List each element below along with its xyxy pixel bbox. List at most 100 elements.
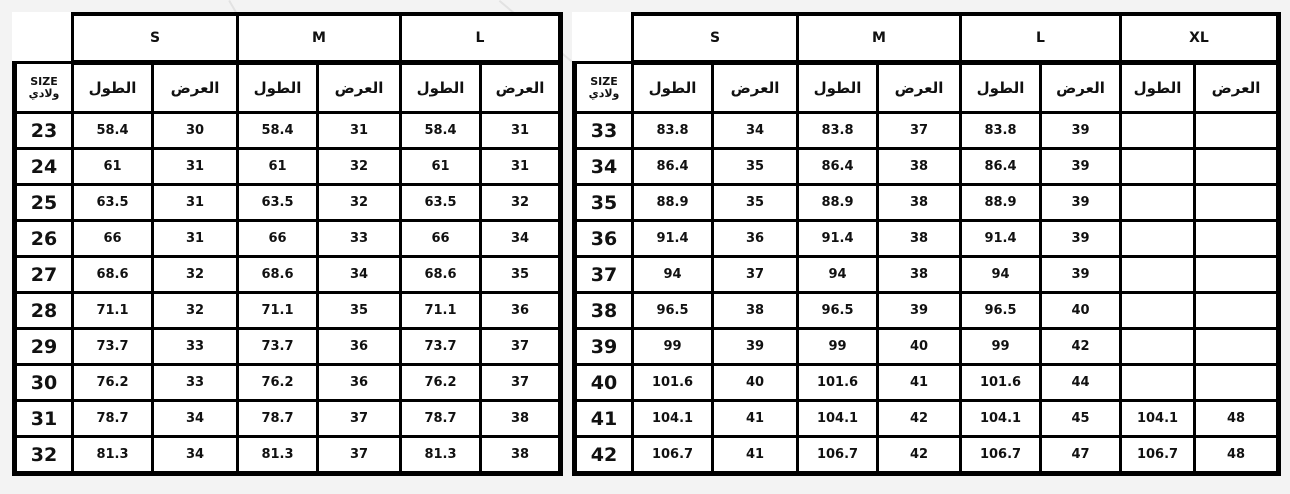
length-cell: 68.6 <box>236 255 319 294</box>
length-cell: 71.1 <box>399 291 482 330</box>
length-cell: 68.6 <box>399 255 482 294</box>
table-row: 23 58.4 30 58.4 31 58.4 31 <box>12 111 563 150</box>
width-cell: 47 <box>1039 435 1122 476</box>
width-cell: 35 <box>711 147 799 186</box>
length-cell: 76.2 <box>236 363 319 402</box>
table-row: 30 76.2 33 76.2 36 76.2 37 <box>12 363 563 402</box>
width-cell: 34 <box>316 255 402 294</box>
table-row: 34 86.4 35 86.4 38 86.4 39 <box>572 147 1281 186</box>
width-cell: 34 <box>479 219 563 258</box>
table-row: 32 81.3 34 81.3 37 81.3 38 <box>12 435 563 476</box>
width-cell <box>1193 255 1281 294</box>
length-cell <box>1119 291 1196 330</box>
size-corner-label: SIZE ولادي <box>12 61 74 114</box>
length-cell <box>1119 111 1196 150</box>
table-row: 33 83.8 34 83.8 37 83.8 39 <box>572 111 1281 150</box>
width-header: العرض <box>151 61 239 114</box>
length-cell: 101.6 <box>631 363 714 402</box>
row-size-label: 41 <box>572 399 634 438</box>
width-header: العرض <box>711 61 799 114</box>
length-cell: 86.4 <box>959 147 1042 186</box>
size-chart-table-right: S M L XL SIZE ولادي الطول العرض الطول العرض الطول ا… <box>572 12 1281 476</box>
table-row: 25 63.5 31 63.5 32 63.5 32 <box>12 183 563 222</box>
width-cell: 36 <box>711 219 799 258</box>
width-cell: 33 <box>151 363 239 402</box>
table-row: 27 68.6 32 68.6 34 68.6 35 <box>12 255 563 294</box>
width-cell: 32 <box>151 291 239 330</box>
length-cell: 63.5 <box>71 183 154 222</box>
table-row: 37 94 37 94 38 94 39 <box>572 255 1281 294</box>
length-cell: 58.4 <box>399 111 482 150</box>
width-cell: 32 <box>151 255 239 294</box>
width-header: العرض <box>1039 61 1122 114</box>
width-cell: 39 <box>1039 111 1122 150</box>
length-cell: 73.7 <box>399 327 482 366</box>
length-cell: 81.3 <box>71 435 154 476</box>
length-header: الطول <box>399 61 482 114</box>
length-cell: 88.9 <box>796 183 879 222</box>
length-cell: 101.6 <box>796 363 879 402</box>
width-cell: 38 <box>479 435 563 476</box>
table-row: 26 66 31 66 33 66 34 <box>12 219 563 258</box>
length-cell: 78.7 <box>399 399 482 438</box>
length-cell: 61 <box>236 147 319 186</box>
width-cell: 40 <box>1039 291 1122 330</box>
length-header: الطول <box>1119 61 1196 114</box>
width-cell: 41 <box>711 399 799 438</box>
row-size-label: 36 <box>572 219 634 258</box>
row-size-label: 23 <box>12 111 74 150</box>
length-cell: 71.1 <box>71 291 154 330</box>
length-cell <box>1119 147 1196 186</box>
width-cell: 32 <box>316 147 402 186</box>
column-header-row: SIZE ولادي الطول العرض الطول العرض الطول العرض <box>12 61 563 114</box>
width-cell: 37 <box>316 435 402 476</box>
size-group-m: M <box>796 12 962 65</box>
length-cell: 76.2 <box>399 363 482 402</box>
width-cell <box>1193 219 1281 258</box>
length-cell <box>1119 327 1196 366</box>
width-cell: 48 <box>1193 399 1281 438</box>
width-cell <box>1193 111 1281 150</box>
length-cell: 73.7 <box>236 327 319 366</box>
width-cell: 38 <box>876 219 962 258</box>
row-size-label: 27 <box>12 255 74 294</box>
length-cell: 83.8 <box>959 111 1042 150</box>
width-header: العرض <box>876 61 962 114</box>
length-cell: 83.8 <box>796 111 879 150</box>
row-size-label: 34 <box>572 147 634 186</box>
length-cell: 86.4 <box>631 147 714 186</box>
width-cell <box>1193 183 1281 222</box>
length-cell: 66 <box>399 219 482 258</box>
row-size-label: 28 <box>12 291 74 330</box>
width-cell: 45 <box>1039 399 1122 438</box>
width-cell: 31 <box>479 111 563 150</box>
length-cell: 86.4 <box>796 147 879 186</box>
row-size-label: 42 <box>572 435 634 476</box>
row-size-label: 32 <box>12 435 74 476</box>
width-cell: 31 <box>151 219 239 258</box>
table-row: 41 104.1 41 104.1 42 104.1 45 104.1 48 <box>572 399 1281 438</box>
length-cell: 61 <box>71 147 154 186</box>
length-cell: 104.1 <box>1119 399 1196 438</box>
length-cell: 101.6 <box>959 363 1042 402</box>
length-cell: 73.7 <box>71 327 154 366</box>
length-cell: 104.1 <box>959 399 1042 438</box>
row-size-label: 33 <box>572 111 634 150</box>
length-cell: 99 <box>631 327 714 366</box>
width-cell: 35 <box>479 255 563 294</box>
width-cell: 34 <box>151 435 239 476</box>
row-size-label: 38 <box>572 291 634 330</box>
width-cell: 37 <box>316 399 402 438</box>
width-cell: 36 <box>479 291 563 330</box>
row-size-label: 39 <box>572 327 634 366</box>
table-row: 42 106.7 41 106.7 42 106.7 47 106.7 48 <box>572 435 1281 476</box>
width-header: العرض <box>1193 61 1281 114</box>
row-size-label: 30 <box>12 363 74 402</box>
column-header-row: SIZE ولادي الطول العرض الطول العرض الطول العرض ا… <box>572 61 1281 114</box>
size-group-l: L <box>399 12 563 65</box>
width-cell: 30 <box>151 111 239 150</box>
width-cell: 34 <box>711 111 799 150</box>
row-size-label: 26 <box>12 219 74 258</box>
width-header: العرض <box>479 61 563 114</box>
